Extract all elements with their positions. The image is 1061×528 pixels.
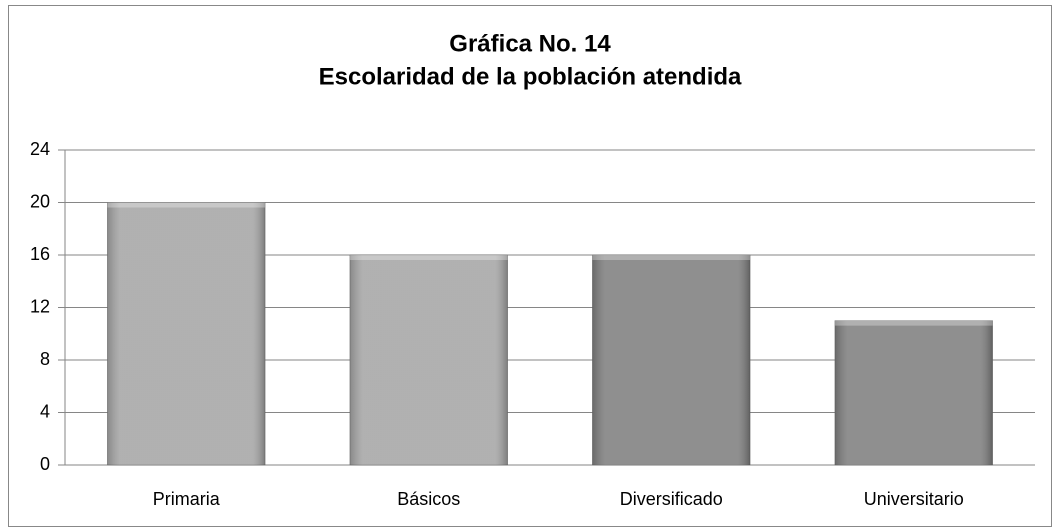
x-tick-label: Primaria (153, 489, 221, 509)
bar-bevel (349, 255, 508, 260)
y-tick-label: 16 (30, 244, 50, 264)
y-tick-label: 8 (40, 349, 50, 369)
bar-shade (592, 255, 751, 465)
bar-shade (834, 320, 993, 465)
x-tick-label: Básicos (397, 489, 460, 509)
bar-shade (349, 255, 508, 465)
x-tick-label: Diversificado (620, 489, 723, 509)
y-tick-label: 20 (30, 191, 50, 211)
chart-title: Gráfica No. 14 (449, 30, 611, 57)
chart-title: Escolaridad de la población atendida (319, 63, 742, 90)
y-tick-label: 0 (40, 454, 50, 474)
y-tick-label: 12 (30, 296, 50, 316)
bar-bevel (592, 255, 751, 260)
y-tick-label: 24 (30, 139, 50, 159)
bar-bevel (107, 202, 266, 208)
bar-bevel (834, 320, 993, 326)
y-tick-label: 4 (40, 401, 50, 421)
x-tick-label: Universitario (864, 489, 964, 509)
bar-shade (107, 202, 266, 465)
